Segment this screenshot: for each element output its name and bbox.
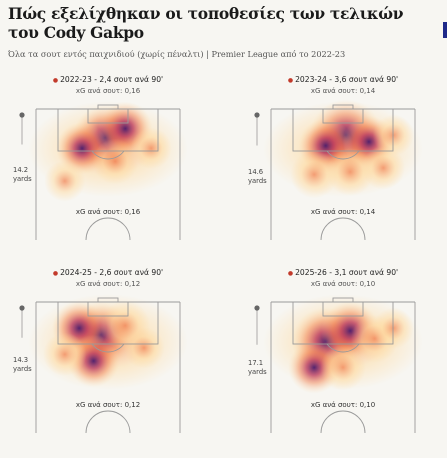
xg-per-shot-top: xG ανά σουτ: 0,14 (310, 87, 376, 95)
chart-title: Πώς εξελίχθηκαν οι τοποθεσίες των τελικώ… (8, 4, 404, 42)
season-label: ● 2025-26 - 3,1 σουτ ανά 90' (243, 268, 443, 277)
avg-distance-value: 14.2 yards (13, 166, 32, 184)
season-label-text: 2024-25 - 2,6 σουτ ανά 90' (60, 268, 164, 277)
avg-distance-number: 14.6 (248, 168, 264, 176)
avg-distance-unit: yards (248, 177, 267, 185)
xg-per-shot-bottom: xG ανά σουτ: 0,10 (310, 401, 376, 409)
avg-distance-value: 14.3 yards (13, 356, 32, 374)
xg-per-shot-top: xG ανά σουτ: 0,10 (310, 280, 376, 288)
bullet-icon: ● (287, 77, 294, 84)
avg-distance-unit: yards (248, 368, 267, 376)
pitch-heatmap (19, 294, 188, 434)
centre-circle (85, 217, 131, 241)
bullet-icon: ● (52, 77, 59, 84)
penalty-arc (326, 343, 360, 353)
accent-bar (443, 22, 447, 38)
season-label: ● 2023-24 - 3,6 σουτ ανά 90' (243, 75, 443, 84)
distance-dot (254, 305, 260, 311)
pitch-heatmap (254, 99, 423, 241)
avg-distance-value: 17.1 yards (248, 359, 267, 377)
goal (97, 297, 119, 303)
pitch-heatmap (254, 294, 423, 434)
season-panel-2022-23: ● 2022-23 - 2,4 σουτ ανά 90' xG ανά σουτ:… (8, 75, 208, 265)
distance-dot (254, 112, 260, 118)
heat-hotspot (320, 344, 366, 391)
xg-per-shot-bottom: xG ανά σουτ: 0,14 (310, 208, 376, 216)
pitch-heatmap (19, 101, 188, 241)
xg-per-shot-bottom: xG ανά σουτ: 0,16 (75, 208, 141, 216)
avg-distance-number: 14.3 (13, 356, 29, 364)
penalty-arc (326, 150, 360, 160)
distance-dot (19, 112, 25, 118)
season-label-text: 2023-24 - 3,6 σουτ ανά 90' (295, 75, 399, 84)
avg-distance-unit: yards (13, 175, 32, 183)
penalty-arc (91, 343, 125, 353)
xg-per-shot-top: xG ανά σουτ: 0,16 (75, 87, 141, 95)
goal (332, 297, 354, 303)
season-label: ● 2024-25 - 2,6 σουτ ανά 90' (8, 268, 208, 277)
xg-per-shot-bottom: xG ανά σουτ: 0,12 (75, 401, 141, 409)
heat-hotspot (326, 147, 375, 196)
season-label-text: 2025-26 - 3,1 σουτ ανά 90' (295, 268, 399, 277)
distance-dot (19, 305, 25, 311)
chart-subtitle: Όλα τα σουτ εντός παιχνιδιού (χωρίς πένα… (8, 49, 346, 59)
season-panel-2023-24: ● 2023-24 - 3,6 σουτ ανά 90' xG ανά σουτ:… (243, 75, 443, 265)
avg-distance-number: 17.1 (248, 359, 264, 367)
heat-hotspot (290, 150, 339, 199)
heat-hotspot (44, 160, 86, 202)
xg-per-shot-top: xG ανά σουτ: 0,12 (75, 280, 141, 288)
bullet-icon: ● (287, 270, 294, 277)
avg-distance-unit: yards (13, 365, 32, 373)
heat-hotspot (123, 327, 165, 369)
season-label: ● 2022-23 - 2,4 σουτ ανά 90' (8, 75, 208, 84)
goal (97, 104, 119, 110)
season-label-text: 2022-23 - 2,4 σουτ ανά 90' (60, 75, 164, 84)
heat-hotspot (361, 146, 406, 190)
penalty-arc (91, 150, 125, 160)
heat-hotspot (92, 138, 138, 185)
centre-circle (320, 217, 366, 241)
bullet-icon: ● (52, 270, 59, 277)
heat-hotspot (43, 332, 87, 377)
season-panel-2024-25: ● 2024-25 - 2,6 σουτ ανά 90' xG ανά σουτ:… (8, 268, 208, 458)
centre-circle (320, 410, 366, 434)
avg-distance-value: 14.6 yards (248, 168, 267, 186)
season-panel-2025-26: ● 2025-26 - 3,1 σουτ ανά 90' xG ανά σουτ:… (243, 268, 443, 458)
centre-circle (85, 410, 131, 434)
goal (332, 104, 354, 110)
heat-hotspot (130, 127, 172, 169)
avg-distance-number: 14.2 (13, 166, 29, 174)
